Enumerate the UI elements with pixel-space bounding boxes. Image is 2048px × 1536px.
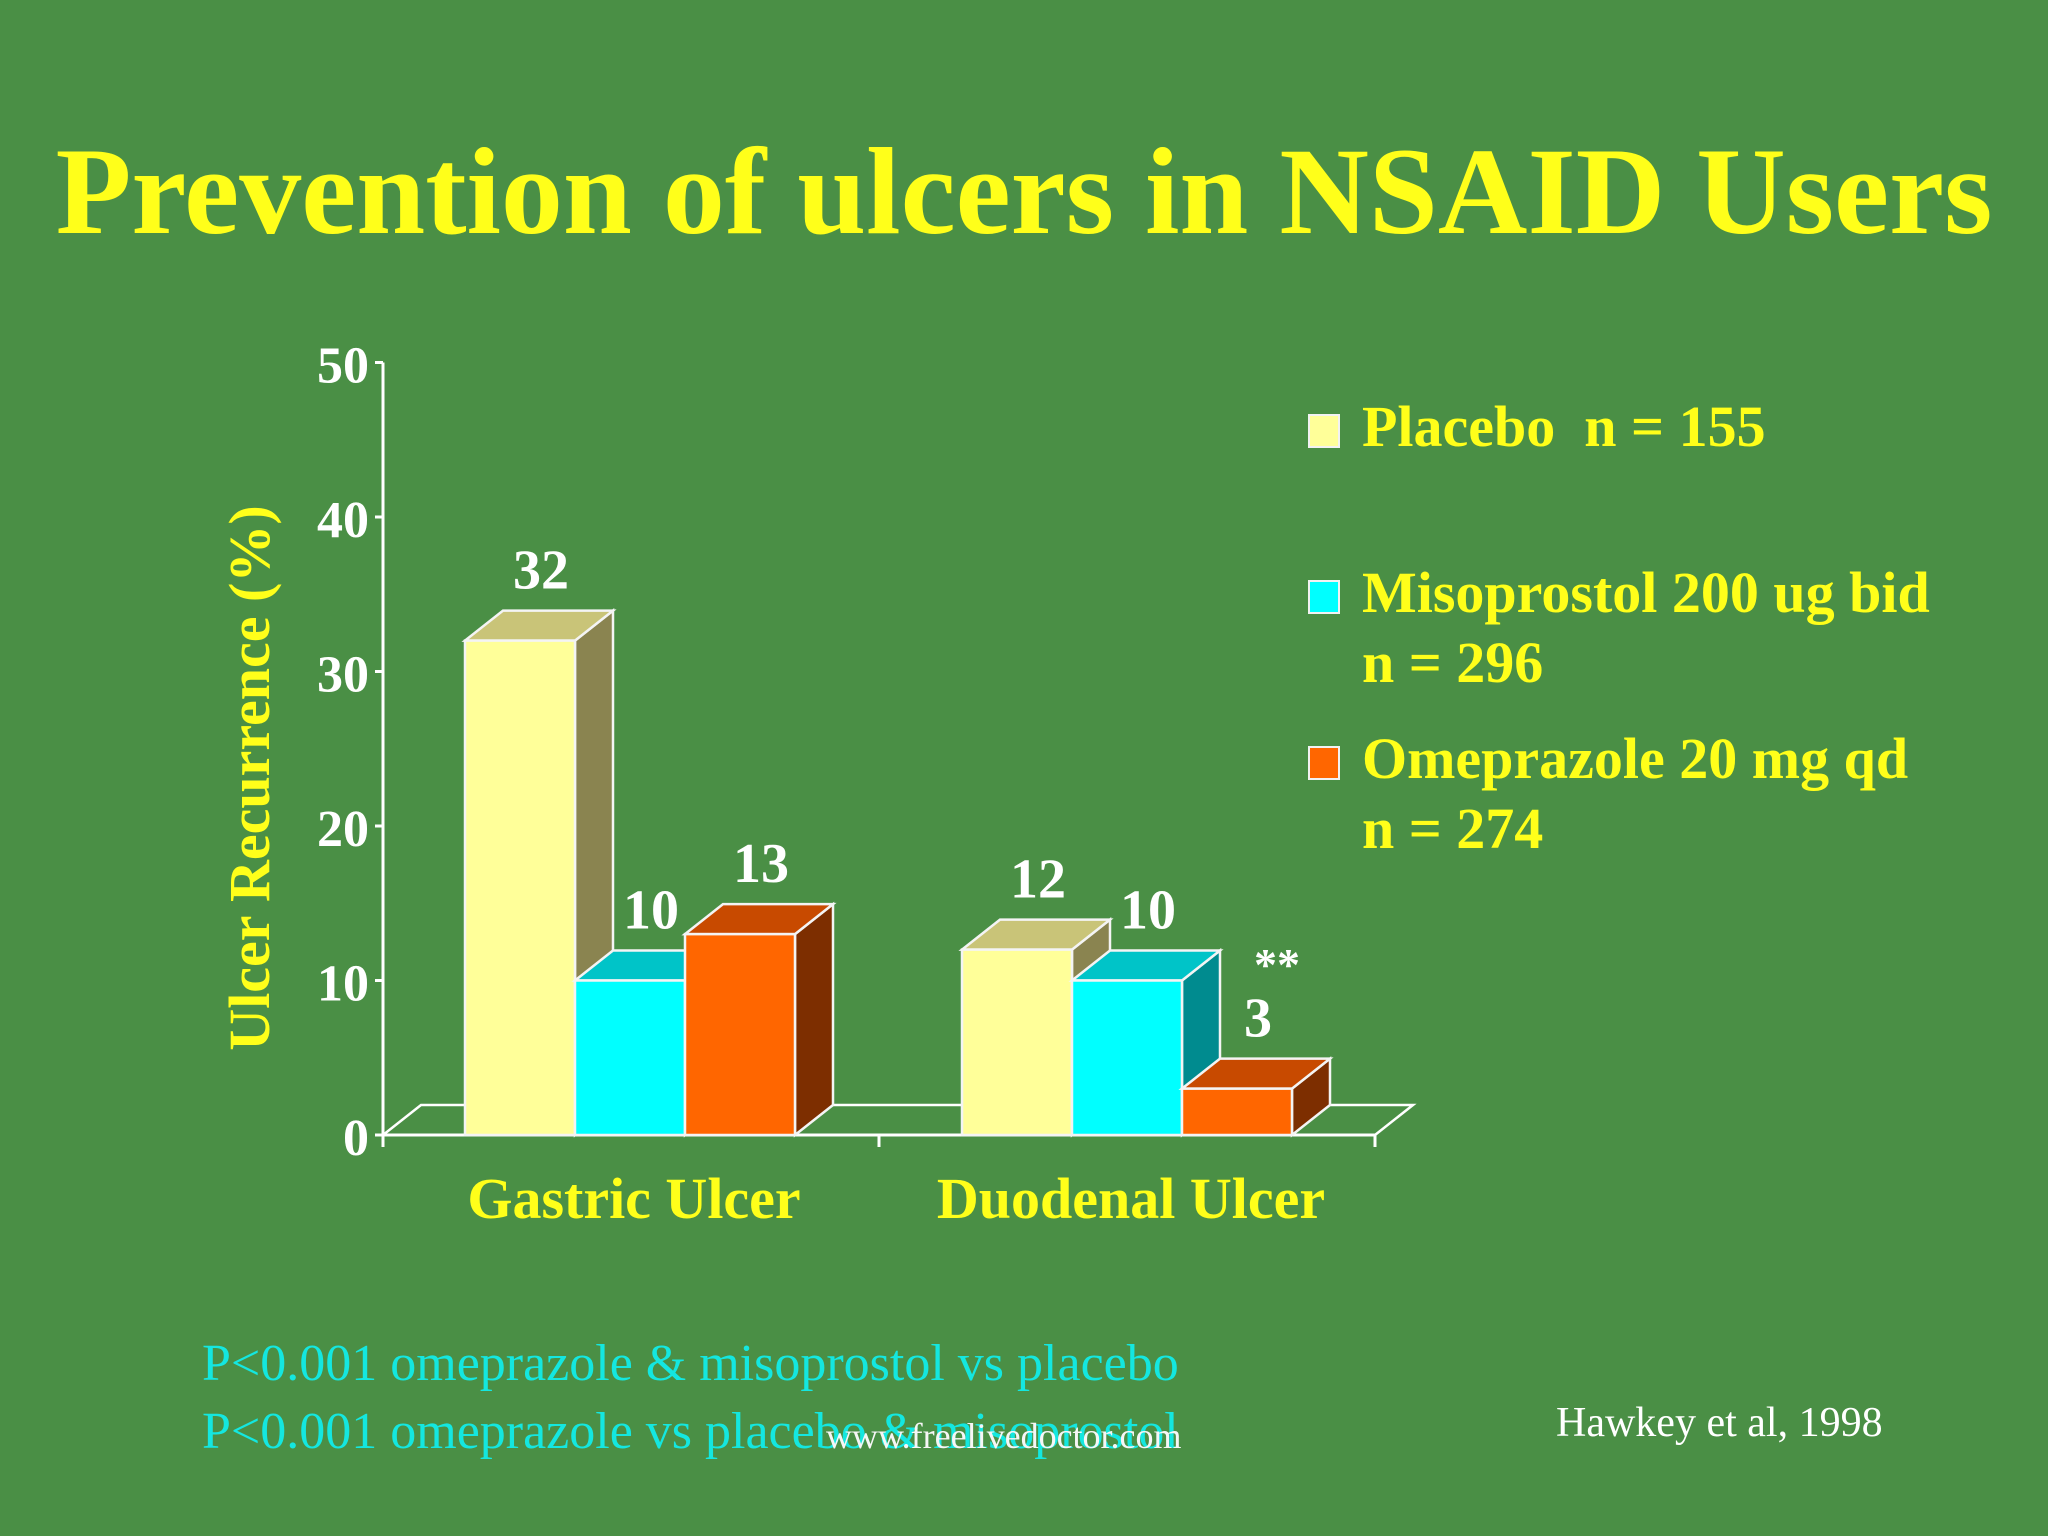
bar-front [1070,979,1184,1137]
footnote-1: P<0.001 omeprazole & misoprostol vs plac… [202,1335,1179,1392]
y-tick-label: 0 [343,1110,369,1167]
bar-value-label: 13 [733,833,789,895]
y-axis-title: Ulcer Recurrence (%) [217,505,282,1050]
bar-front [573,979,687,1137]
legend-label-placebo: Placebo n = 155 [1362,394,1766,459]
y-tick-label: 40 [317,492,369,549]
significance-annotation: ** [1254,939,1300,990]
bar-value-label: 12 [1010,849,1066,911]
legend-swatch-misoprostol [1308,580,1340,614]
bar-value-label: 10 [623,880,679,942]
slide-title: Prevention of ulcers in NSAID Users [55,123,1993,260]
bar-front [463,639,577,1137]
bar-value-label: 10 [1120,880,1176,942]
y-tick-label: 20 [317,801,369,858]
category-label: Duodenal Ulcer [937,1166,1325,1231]
bar-front [683,932,797,1137]
citation: Hawkey et al, 1998 [1556,1400,1883,1446]
y-tick-label: 50 [317,338,369,395]
legend-swatch-placebo [1308,414,1340,448]
bar-value-label: 32 [513,540,569,602]
bar-side [793,901,835,1138]
footnote-2: P<0.001 omeprazole vs placebo & misopros… [202,1403,1179,1460]
bar-value-label: 3 [1244,988,1272,1050]
bar-front [1180,1087,1294,1137]
watermark: www.freelivedoctor.com [826,1416,1182,1456]
y-tick-label: 10 [317,956,369,1013]
legend-label-misoprostol: Misoprostol 200 ug bid n = 296 [1362,560,1930,695]
legend-swatch-omeprazole [1308,746,1340,780]
y-tick-label: 30 [317,647,369,704]
bar-front [960,948,1074,1137]
legend-label-omeprazole: Omeprazole 20 mg qd n = 274 [1362,726,1909,861]
category-label: Gastric Ulcer [467,1166,800,1231]
chart-floor [382,1103,1417,1136]
